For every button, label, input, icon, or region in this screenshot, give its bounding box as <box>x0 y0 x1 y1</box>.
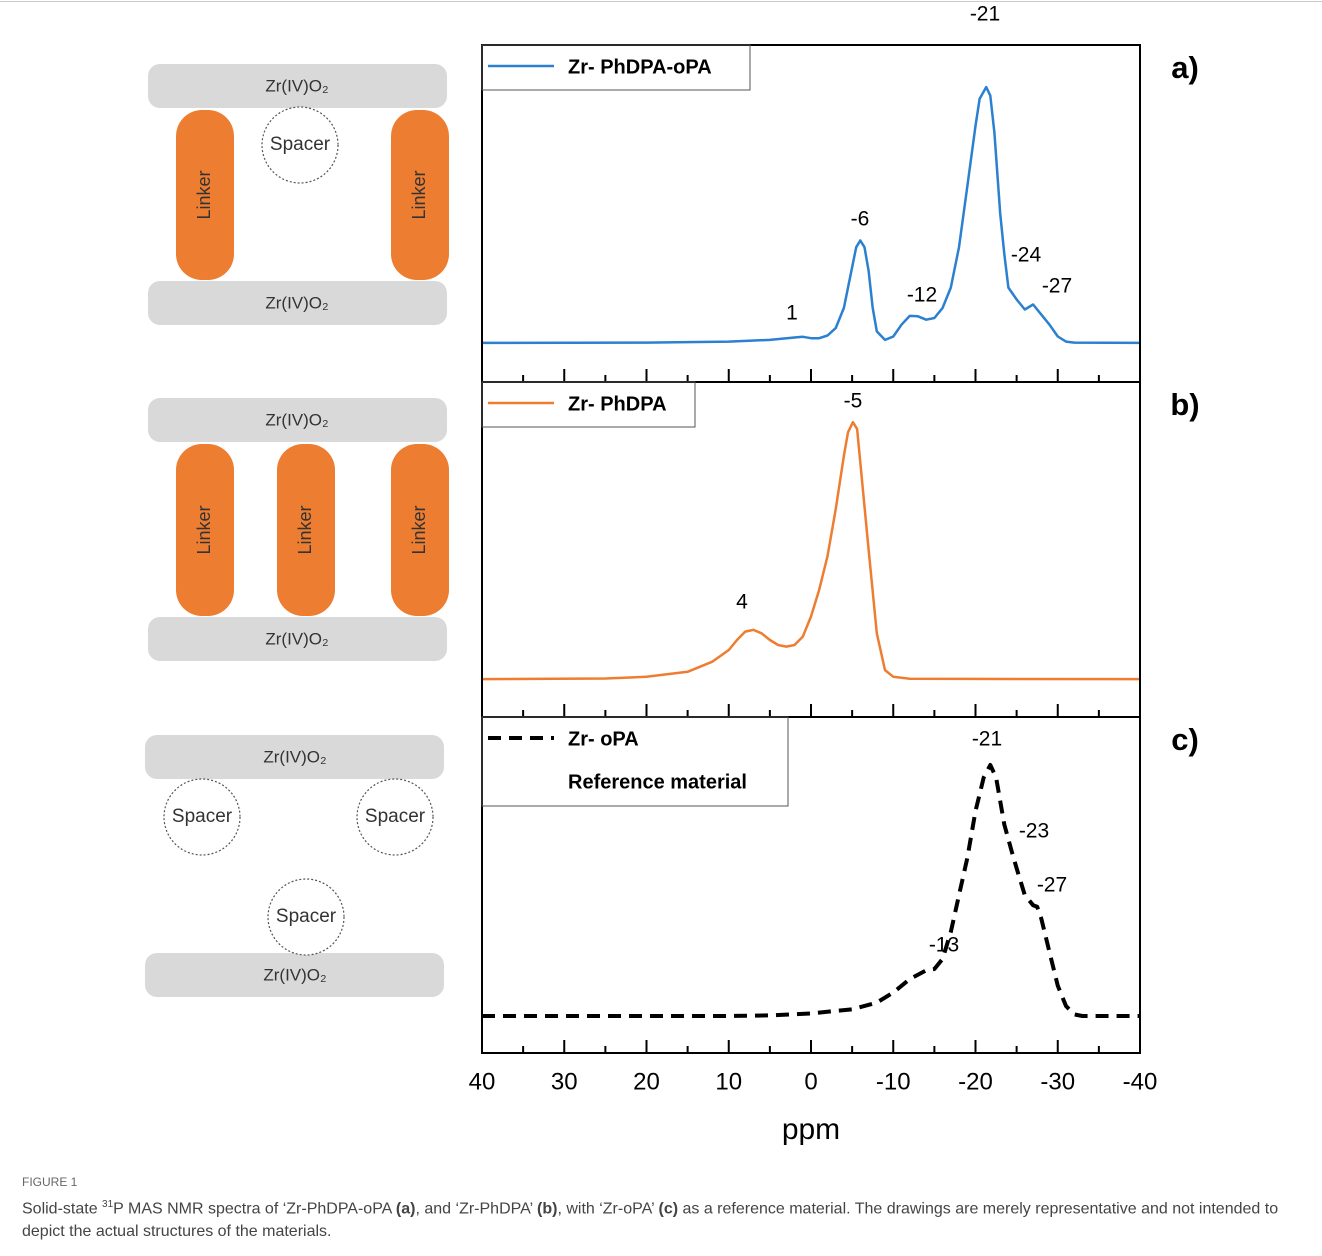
caption-part: , and ‘Zr-PhDPA’ <box>415 1200 537 1218</box>
caption: FIGURE 1 Solid-state 31P MAS NMR spectra… <box>22 1175 1302 1243</box>
diagram-label: Spacer <box>172 806 233 827</box>
diagram-label: Linker <box>194 170 214 219</box>
legend-label: Zr- oPA <box>568 728 639 750</box>
peak-label: -21 <box>972 728 1002 751</box>
diagram-label: Linker <box>194 505 214 554</box>
spectrum-line <box>481 420 1141 681</box>
legend-label: Zr- PhDPA <box>568 393 667 415</box>
plot-frame <box>481 44 1141 383</box>
legend-subtitle: Reference material <box>568 771 747 793</box>
figure: Zr(IV)O₂ Spacer Linker Linker Zr(IV)O₂ Z… <box>0 1 1322 1146</box>
diagram-label: Zr(IV)O₂ <box>265 410 328 429</box>
peak-label: -21 <box>970 3 1000 26</box>
x-tick-label: -20 <box>958 1068 993 1095</box>
x-axis-label: ppm <box>782 1113 840 1146</box>
x-tick-label: 30 <box>551 1068 578 1095</box>
peak-label: -13 <box>929 934 959 957</box>
legend-box <box>481 44 751 91</box>
plot-frame <box>481 716 1141 1054</box>
diagram-a: Zr(IV)O₂ Spacer Linker Linker Zr(IV)O₂ <box>148 64 449 325</box>
peak-label: 1 <box>786 302 798 325</box>
peak-label: -6 <box>851 208 870 231</box>
diagram-label: Linker <box>409 505 429 554</box>
diagram-label: Zr(IV)O₂ <box>265 76 328 95</box>
caption-part: (a) <box>395 1200 416 1218</box>
caption-label: FIGURE 1 <box>22 1175 78 1189</box>
diagram-label: Linker <box>295 505 315 554</box>
diagram-label: Linker <box>409 170 429 219</box>
diagram-label: Spacer <box>276 906 337 927</box>
peak-label: -27 <box>1037 874 1067 897</box>
x-tick-label: -10 <box>876 1068 911 1095</box>
legend-label: Zr- PhDPA-oPA <box>568 56 712 78</box>
caption-part: (c) <box>658 1200 679 1218</box>
caption-part: as a reference material. The drawings ar… <box>22 1200 1279 1241</box>
plot-frame <box>481 381 1141 718</box>
diagram-label: Spacer <box>270 134 331 155</box>
spectrum-line <box>481 85 1141 345</box>
peak-label: -12 <box>907 284 937 307</box>
peak-label: -23 <box>1019 820 1049 843</box>
diagram-b: Zr(IV)O₂ Linker Linker Linker Zr(IV)O₂ <box>148 398 449 661</box>
diagram-label: Zr(IV)O₂ <box>263 747 326 766</box>
x-tick-label: 10 <box>715 1068 742 1095</box>
caption-part: , with ‘Zr-oPA’ <box>557 1200 659 1218</box>
peak-label: -5 <box>844 390 863 413</box>
legend-box <box>481 716 789 807</box>
diagram-label: Spacer <box>365 806 426 827</box>
panel-label: b) <box>1170 387 1199 422</box>
caption-part: P MAS NMR spectra of ‘Zr-PhDPA-oPA <box>113 1200 396 1218</box>
peak-label: -24 <box>1011 244 1042 267</box>
x-tick-label: 0 <box>804 1068 817 1095</box>
diagram-label: Zr(IV)O₂ <box>265 293 328 312</box>
x-tick-label: -40 <box>1123 1068 1158 1095</box>
panel-label: a) <box>1171 50 1199 85</box>
caption-part: (b) <box>537 1200 558 1218</box>
caption-part: Solid-state <box>22 1200 103 1218</box>
peak-label: -27 <box>1042 275 1072 298</box>
panel-label: c) <box>1171 722 1199 757</box>
x-tick-label: 20 <box>633 1068 660 1095</box>
diagram-c: Zr(IV)O₂ Spacer Spacer Spacer Zr(IV)O₂ <box>145 735 444 997</box>
x-tick-label: 40 <box>469 1068 496 1095</box>
diagram-label: Zr(IV)O₂ <box>265 629 328 648</box>
legend-box <box>481 381 696 428</box>
caption-text: Solid-state 31P MAS NMR spectra of ‘Zr-P… <box>22 1193 1302 1243</box>
peak-label: 4 <box>736 591 748 614</box>
spectrum-line <box>482 763 1140 1018</box>
x-tick-label: -30 <box>1040 1068 1075 1095</box>
caption-part: 31 <box>102 1199 114 1210</box>
diagram-label: Zr(IV)O₂ <box>263 965 326 984</box>
